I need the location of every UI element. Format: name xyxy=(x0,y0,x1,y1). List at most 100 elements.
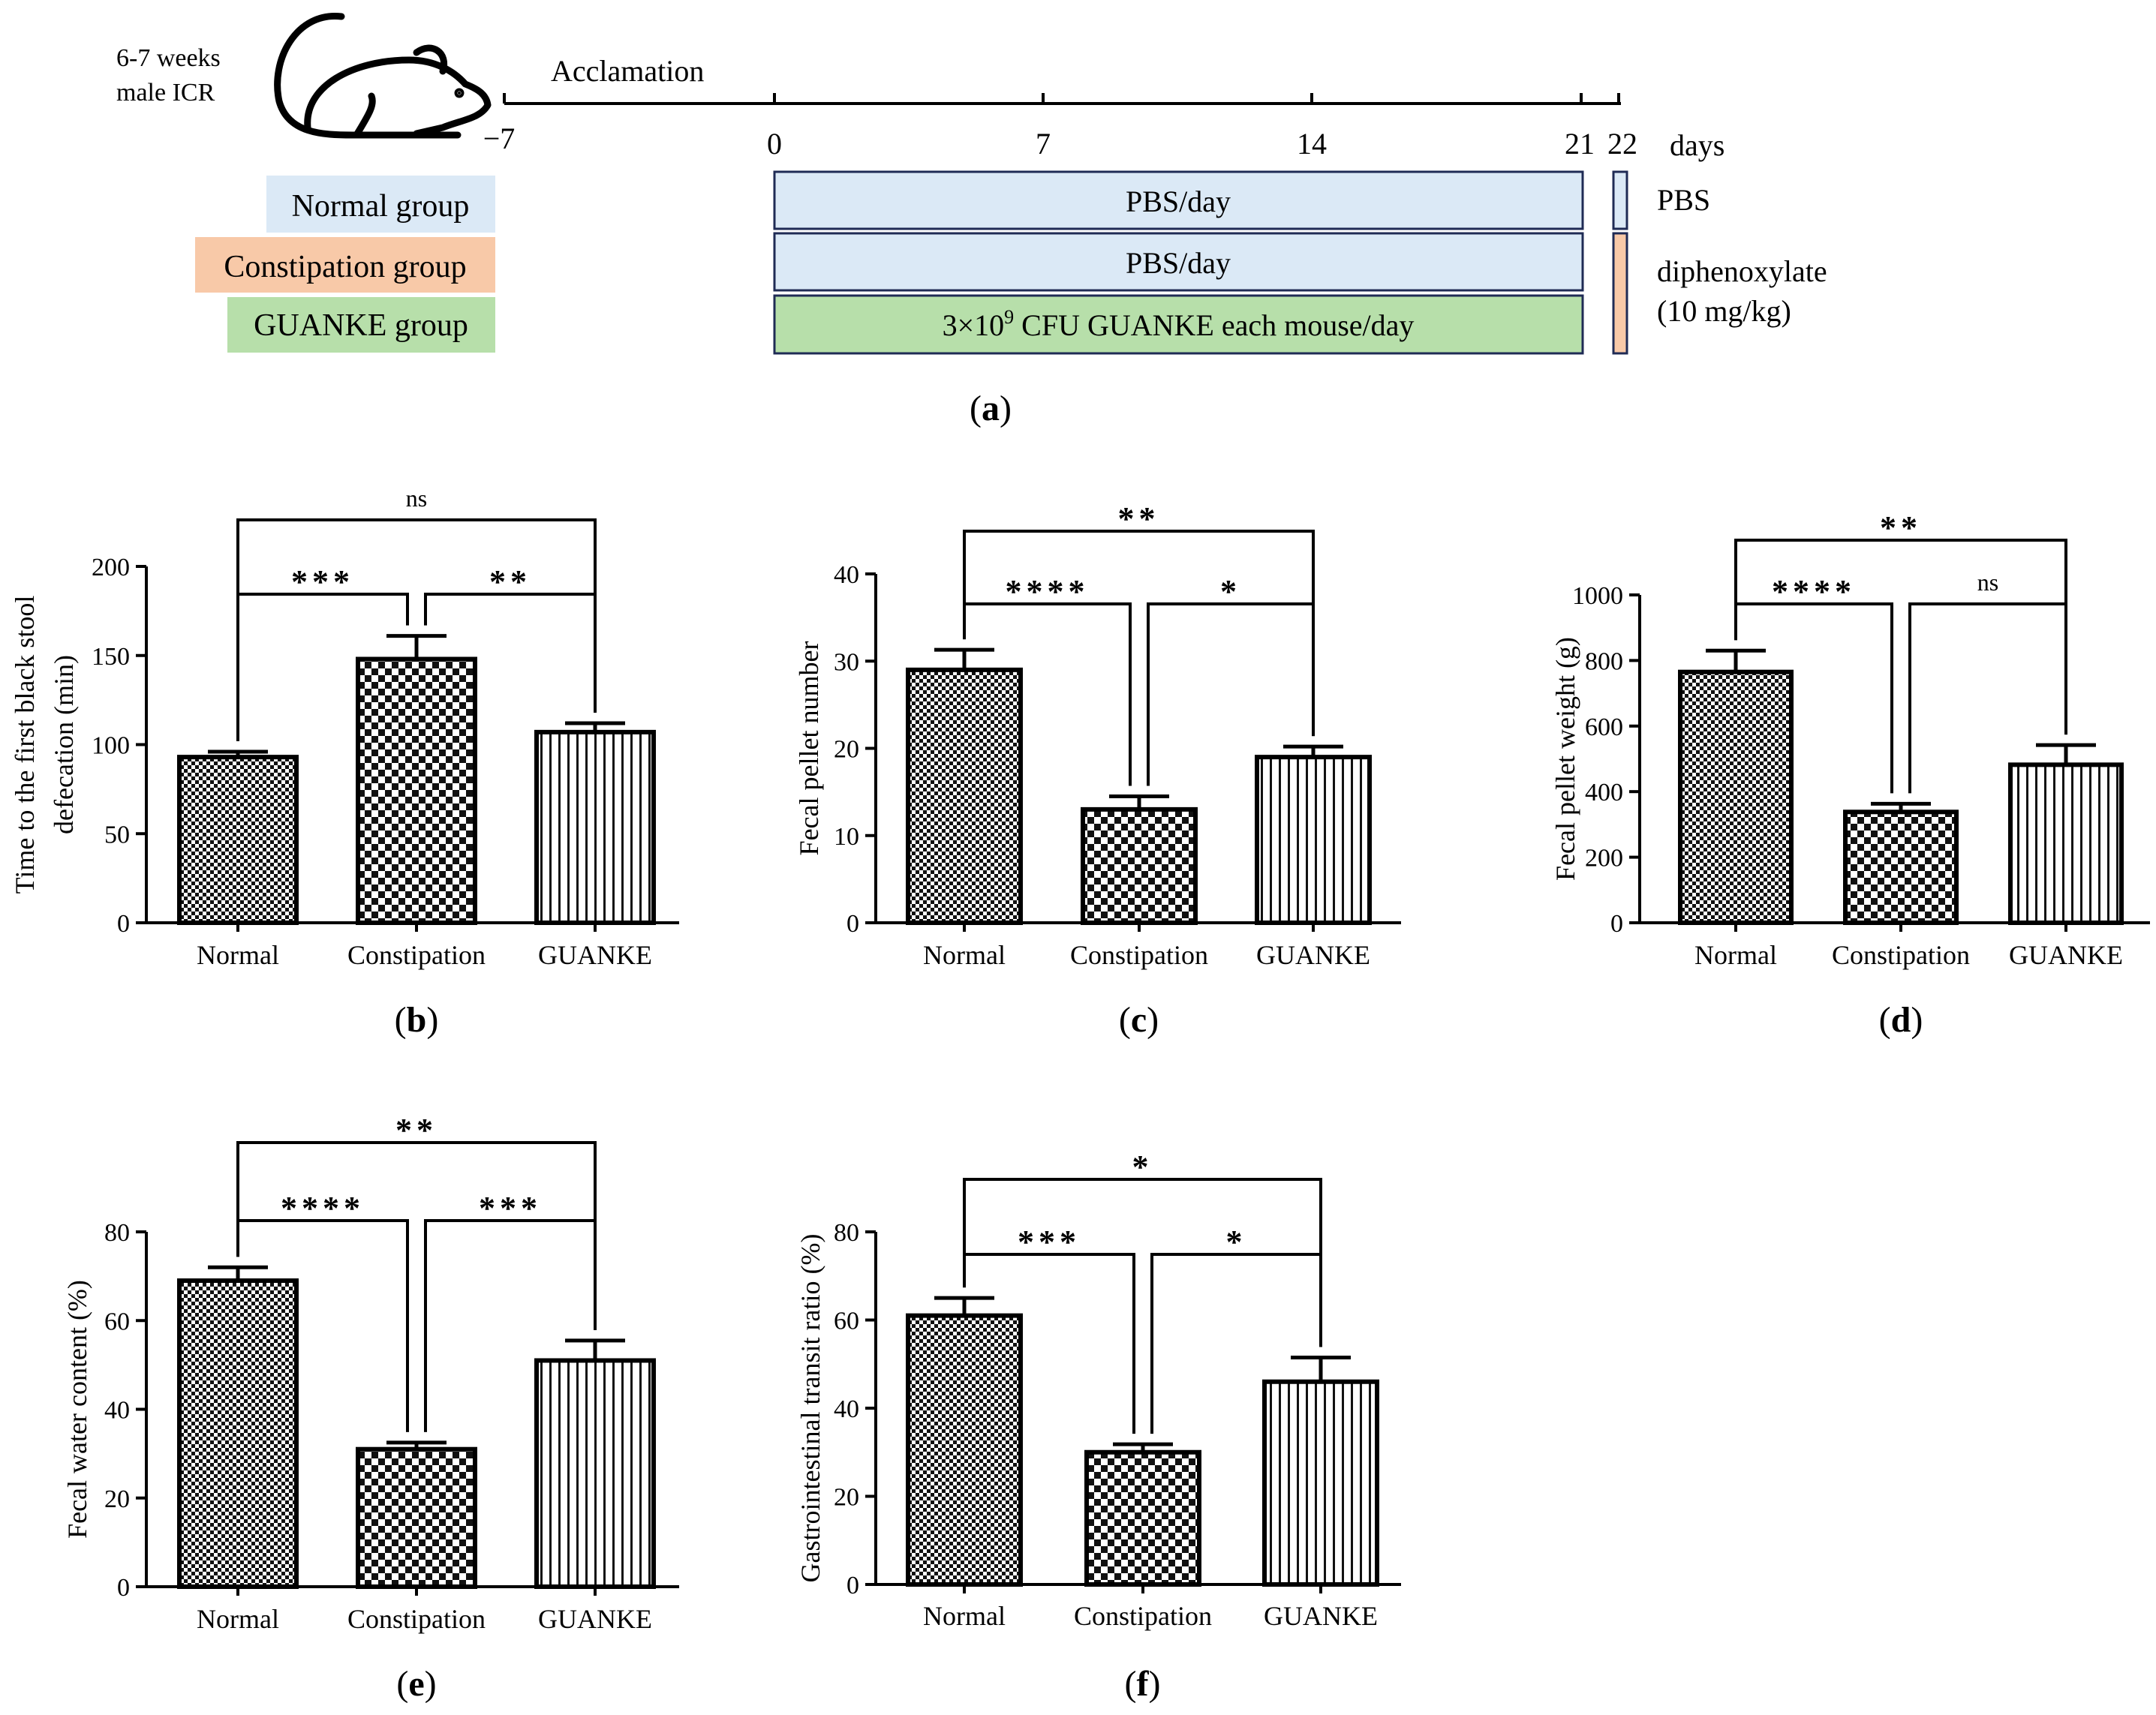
y-tick-label: 150 xyxy=(92,643,130,671)
guanke-treatment-exponent: 9 xyxy=(1004,306,1014,328)
bar xyxy=(1678,669,1794,925)
significance-label: **** xyxy=(1772,573,1856,610)
category-label: GUANKE xyxy=(1264,1601,1378,1631)
y-axis-label: defecation (min) xyxy=(49,655,79,834)
significance-label: ns xyxy=(406,485,427,512)
panel-f-chart: 0 20 40 60 80 Gastrointestinal transit ratio … xyxy=(795,1149,1401,1704)
constipation-treatment-bar xyxy=(773,232,1584,292)
guanke-treatment-prefix: 3×10 xyxy=(943,308,1005,342)
mouse-icon xyxy=(274,13,492,139)
bar xyxy=(1255,755,1372,925)
day22-drug-line2: (10 mg/kg) xyxy=(1657,294,1791,328)
panel-caption: (f) xyxy=(1125,1664,1161,1704)
day22-drug-line1: diphenoxylate xyxy=(1657,254,1827,288)
y-tick-label: 60 xyxy=(834,1308,859,1335)
bar xyxy=(177,755,299,925)
panel-a-caption: (a) xyxy=(970,389,1012,428)
y-tick-label: 30 xyxy=(834,648,859,676)
category-label: Constipation xyxy=(1074,1601,1212,1631)
significance-bracket xyxy=(1908,602,2067,794)
bar xyxy=(2008,762,2124,926)
y-tick-label: 20 xyxy=(104,1485,130,1513)
panel-a: 6-7 weeks male ICR Acclamation −7 0 7 14… xyxy=(116,13,1827,428)
day22-drug-bar xyxy=(1612,232,1628,355)
bar xyxy=(906,1313,1023,1587)
guanke-treatment-bar xyxy=(773,294,1584,355)
y-axis-label: Fecal water content (%) xyxy=(62,1280,92,1539)
y-tick-label: 600 xyxy=(1585,713,1623,741)
significance-bracket xyxy=(424,593,597,713)
y-tick-label: 80 xyxy=(104,1219,130,1247)
y-tick-label: 80 xyxy=(834,1219,859,1247)
significance-label: **** xyxy=(1006,573,1090,610)
panel-letter: f xyxy=(1137,1664,1150,1704)
normal-treatment-label: PBS/day xyxy=(1126,185,1231,218)
panel-a-letter: a xyxy=(982,389,1000,428)
y-tick-label: 400 xyxy=(1585,779,1623,806)
category-label: Normal xyxy=(197,940,279,970)
mouse-label-line1: 6-7 weeks xyxy=(116,44,221,72)
category-label: Constipation xyxy=(1832,940,1970,970)
panel-caption: (e) xyxy=(396,1664,436,1704)
y-tick-label: 0 xyxy=(846,910,859,938)
y-tick-label: 100 xyxy=(92,732,130,760)
bar xyxy=(534,729,656,925)
days-label: days xyxy=(1670,128,1724,162)
y-tick-label: 40 xyxy=(834,1395,859,1423)
panel-d-chart: 0 200 400 600 800 1000 Fecal pellet weight (g)… xyxy=(1550,509,2150,1040)
category-label: Constipation xyxy=(1070,940,1208,970)
significance-bracket xyxy=(236,593,409,741)
significance-label: * xyxy=(1132,1149,1153,1185)
bar xyxy=(906,667,1023,925)
category-label: GUANKE xyxy=(538,940,652,970)
bar xyxy=(177,1278,299,1589)
y-tick-label: 1000 xyxy=(1572,582,1623,610)
panel-c-chart: 0 10 20 30 40 Fecal pellet number Normal Consti… xyxy=(794,500,1401,1040)
panel-b-chart: 0 50 100 150 200 Time to the first black stoo… xyxy=(10,485,679,1040)
significance-label: ** xyxy=(1118,500,1160,537)
y-axis-label: Fecal pellet number xyxy=(794,641,824,856)
category-label: Normal xyxy=(1694,940,1777,970)
panel-e-chart: 0 20 40 60 80 Fecal water content (%) Normal Co… xyxy=(62,1112,679,1704)
y-tick-label: 20 xyxy=(834,1484,859,1512)
guanke-treatment-suffix: CFU GUANKE each mouse/day xyxy=(1014,308,1414,342)
constipation-group-label: Constipation group xyxy=(224,250,466,284)
tick-label: 21 xyxy=(1565,127,1595,161)
bar xyxy=(1262,1379,1379,1587)
y-tick-label: 0 xyxy=(117,1574,130,1602)
tick-label: 0 xyxy=(767,127,782,161)
bar xyxy=(356,1446,477,1590)
panel-letter: d xyxy=(1891,1000,1911,1040)
panel-caption: (c) xyxy=(1119,1000,1159,1040)
y-tick-label: 0 xyxy=(117,910,130,938)
y-tick-label: 20 xyxy=(834,736,859,764)
guanke-group-label: GUANKE group xyxy=(254,308,468,343)
y-tick-label: 200 xyxy=(92,554,130,581)
category-label: Constipation xyxy=(347,1604,486,1634)
mouse-label-line2: male ICR xyxy=(116,79,215,107)
bar xyxy=(356,656,477,925)
significance-label: ns xyxy=(1977,569,1998,596)
bar xyxy=(1084,1449,1201,1587)
guanke-group-swatch xyxy=(227,297,495,353)
category-label: Normal xyxy=(197,1604,279,1634)
y-tick-label: 10 xyxy=(834,823,859,851)
tick-label: 7 xyxy=(1036,127,1051,161)
normal-group-label: Normal group xyxy=(292,189,470,224)
y-axis-label: Gastrointestinal transit ratio (%) xyxy=(795,1234,825,1583)
tick-label: 22 xyxy=(1607,127,1637,161)
significance-bracket xyxy=(963,1253,1135,1434)
y-tick-label: 50 xyxy=(104,821,130,848)
significance-bracket xyxy=(424,1219,597,1432)
y-tick-label: 0 xyxy=(846,1572,859,1599)
significance-label: ** xyxy=(489,563,531,600)
y-tick-label: 0 xyxy=(1610,910,1623,938)
y-tick-label: 800 xyxy=(1585,647,1623,675)
day22-pbs-label: PBS xyxy=(1657,183,1710,217)
significance-label: * xyxy=(1226,1224,1247,1260)
tick-label: 14 xyxy=(1297,127,1327,161)
acclimation-label: Acclamation xyxy=(551,54,704,88)
bar xyxy=(1843,809,1959,925)
normal-group-swatch xyxy=(266,176,495,233)
